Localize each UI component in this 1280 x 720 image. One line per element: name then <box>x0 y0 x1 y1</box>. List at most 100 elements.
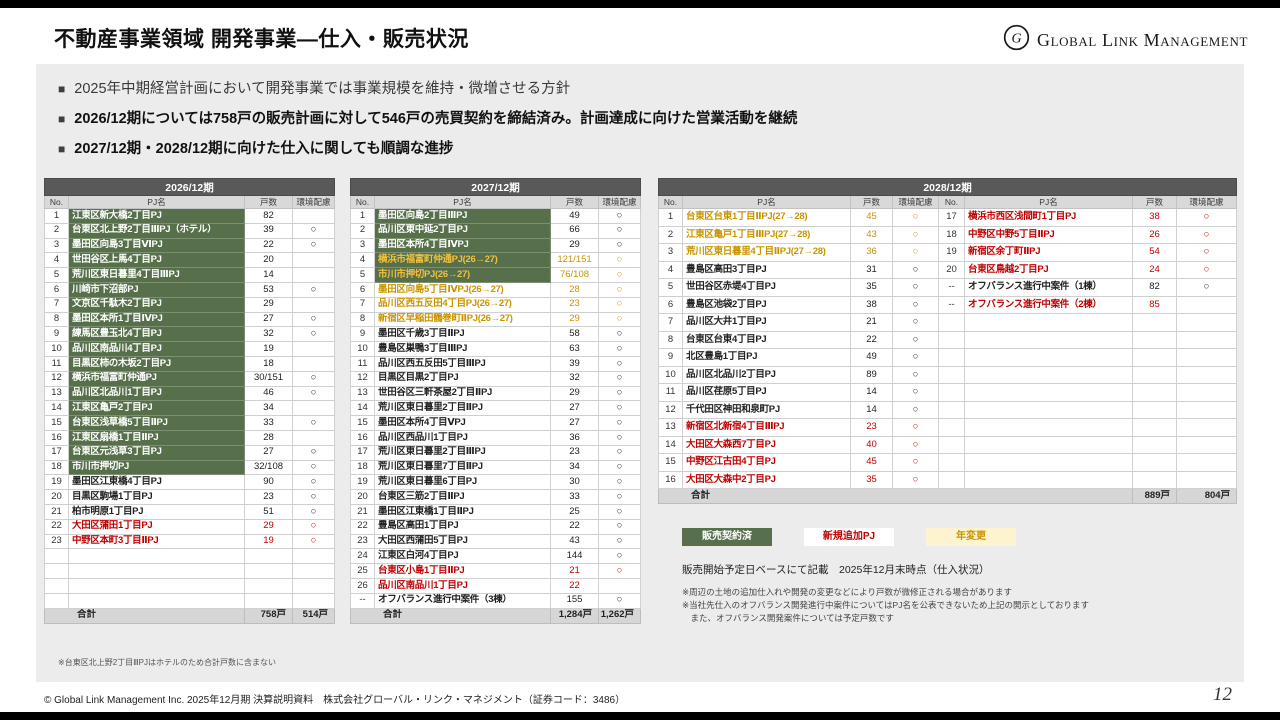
table-row: 17 荒川区東日暮里2丁目ⅢPJ 23 ○ <box>350 444 642 461</box>
project-name: 大田区大森西7丁目PJ <box>682 435 851 454</box>
project-name: 品川区西五反田4丁目PJ(26→27) <box>374 296 551 313</box>
table-row: 4 横浜市福富町仲通PJ(26→27) 121/151 ○ <box>350 252 642 269</box>
unit-count: 29 <box>244 296 293 313</box>
table-row: 19 墨田区江東橋4丁目PJ 90 ○ <box>44 474 336 491</box>
bullet-marker: ■ <box>58 142 66 156</box>
column-header-env: 環境配慮 <box>597 195 642 209</box>
table-2026: 2026/12期 No. PJ名 戸数 環境配慮 1 江東区新大橋2丁目PJ 82 2 台東区北上… <box>43 178 336 624</box>
table-row: 12 横浜市福富町仲通PJ 30/151 ○ <box>44 370 336 387</box>
unit-count: 90 <box>244 474 293 491</box>
table-row <box>44 563 336 579</box>
unit-count: 27 <box>550 400 599 417</box>
row-number <box>938 470 965 489</box>
project-name: 墨田区向島2丁目ⅢPJ <box>374 208 551 224</box>
project-name: オフバランス進行中案件（3棟） <box>374 592 551 609</box>
project-name: 台東区元浅草3丁目PJ <box>68 444 245 461</box>
unit-count: 39 <box>244 222 293 239</box>
row-number: 24 <box>350 548 375 565</box>
company-logo: G Global Link Management <box>1003 24 1248 56</box>
summary-bullets: ■ 2025年中期経営計画において開発事業では事業規模を維持・微増させる方針 ■… <box>58 74 797 164</box>
fine-print-line: また、オフバランス開発案件については予定戸数です <box>682 613 894 623</box>
project-name: 江東区白河4丁目PJ <box>374 548 551 565</box>
unit-count: 19 <box>244 341 293 357</box>
unit-count: 23 <box>850 418 893 437</box>
table-row: 20 台東区三筋2丁目ⅡPJ 33 ○ <box>350 489 642 505</box>
fine-print-line: ※周辺の土地の追加仕入れや開発の変更などにより戸数が微修正される場合があります <box>682 587 1012 597</box>
table-2026-note: ※台東区北上野2丁目ⅢPJはホテルのため合計戸数に含まない <box>58 658 277 667</box>
project-name: 大田区大森中2丁目PJ <box>682 470 851 489</box>
env-consideration-mark: ○ <box>892 278 939 297</box>
row-number: 14 <box>658 435 683 454</box>
project-name: 新宿区余丁町ⅡPJ <box>964 243 1133 262</box>
env-consideration-mark: ○ <box>1175 243 1238 262</box>
env-consideration-mark <box>1175 348 1238 367</box>
project-name: 市川市押切PJ <box>68 459 245 476</box>
row-number <box>938 383 965 402</box>
env-consideration-mark <box>1175 313 1238 332</box>
row-number: 6 <box>658 295 683 314</box>
env-consideration-mark <box>1175 435 1238 454</box>
project-name: 中野区本町3丁目ⅡPJ <box>68 533 245 550</box>
env-consideration-mark: ○ <box>892 470 939 489</box>
table-row: 1 台東区台東1丁目ⅡPJ(27→28) 45 ○ 17 横浜市西区浅間町1丁目PJ 38 ○ <box>658 208 1238 227</box>
project-name: 大田区西蒲田5丁目PJ <box>374 533 551 550</box>
row-number: 23 <box>350 533 375 550</box>
unit-count: 20 <box>244 252 293 269</box>
env-consideration-mark: ○ <box>892 453 939 472</box>
project-name: 台東区三筋2丁目ⅡPJ <box>374 489 551 505</box>
table-row: 8 新宿区早稲田鶴巻町ⅡPJ(26→27) 29 ○ <box>350 311 642 328</box>
table-row: 20 目黒区駒場1丁目PJ 23 ○ <box>44 489 336 505</box>
legend-year-change: 年変更 <box>926 528 1016 546</box>
row-number: -- <box>938 278 965 297</box>
footer: © Global Link Management Inc. 2025年12月期 … <box>0 682 1280 712</box>
unit-count: 27 <box>244 311 293 328</box>
table-row: 21 墨田区江東橋1丁目ⅡPJ 25 ○ <box>350 503 642 520</box>
project-name: 市川市押切PJ(26→27) <box>374 267 551 283</box>
row-number: 22 <box>350 518 375 535</box>
row-number: 15 <box>350 415 375 431</box>
project-name: 品川区荏原5丁目PJ <box>682 383 851 402</box>
project-name: 新宿区北新宿4丁目ⅢPJ <box>682 418 851 437</box>
env-consideration-mark: ○ <box>597 548 642 565</box>
table-row: 14 荒川区東日暮里2丁目ⅡPJ 27 ○ <box>350 400 642 417</box>
unit-count: 38 <box>850 295 893 314</box>
env-consideration-mark: ○ <box>597 592 642 609</box>
env-consideration-mark: ○ <box>892 418 939 437</box>
unit-count: 29 <box>550 385 599 402</box>
unit-count: 22 <box>550 577 599 594</box>
unit-count <box>1132 330 1177 349</box>
env-consideration-mark: ○ <box>597 503 642 520</box>
row-number: 12 <box>350 370 375 387</box>
project-name: 豊島区巣鴨3丁目ⅢPJ <box>374 341 551 357</box>
row-number: 7 <box>658 313 683 332</box>
total-units: 1,284戸 <box>550 607 599 624</box>
env-consideration-mark: ○ <box>291 489 336 505</box>
unit-count: 36 <box>850 243 893 262</box>
row-number: 3 <box>44 237 69 254</box>
table-row: 3 墨田区向島3丁目ⅥPJ 22 ○ <box>44 237 336 254</box>
column-header-env: 環境配慮 <box>1175 195 1238 209</box>
project-name: 墨田区江東橋1丁目ⅡPJ <box>374 503 551 520</box>
bullet-line: ■ 2027/12期・2028/12期に向けた仕入に関しても順調な進捗 <box>58 134 797 164</box>
table-year-header: 2026/12期 <box>43 178 336 196</box>
total-units: 758戸 <box>244 607 293 624</box>
project-name: 荒川区東日暮里6丁目PJ <box>374 474 551 491</box>
unit-count: 14 <box>850 383 893 402</box>
unit-count <box>1132 365 1177 384</box>
row-number: 2 <box>658 225 683 244</box>
table-row: 5 市川市押切PJ(26→27) 76/108 ○ <box>350 267 642 283</box>
env-consideration-mark: ○ <box>597 489 642 505</box>
env-consideration-mark: ○ <box>892 330 939 349</box>
unit-count: 58 <box>550 326 599 343</box>
row-number: 10 <box>44 341 69 357</box>
project-name: 中野区江古田4丁目PJ <box>682 453 851 472</box>
env-consideration-mark: ○ <box>597 222 642 239</box>
table-row: 3 墨田区本所4丁目ⅣPJ 29 ○ <box>350 237 642 254</box>
project-name: 墨田区江東橋4丁目PJ <box>68 474 245 491</box>
table-row: 6 川崎市下沼部PJ 53 ○ <box>44 281 336 298</box>
table-row: -- オフバランス進行中案件（3棟） 155 ○ <box>350 592 642 609</box>
env-consideration-mark: ○ <box>291 326 336 343</box>
table-row: 10 豊島区巣鴨3丁目ⅢPJ 63 ○ <box>350 341 642 357</box>
unit-count: 63 <box>550 341 599 357</box>
env-consideration-mark: ○ <box>597 518 642 535</box>
